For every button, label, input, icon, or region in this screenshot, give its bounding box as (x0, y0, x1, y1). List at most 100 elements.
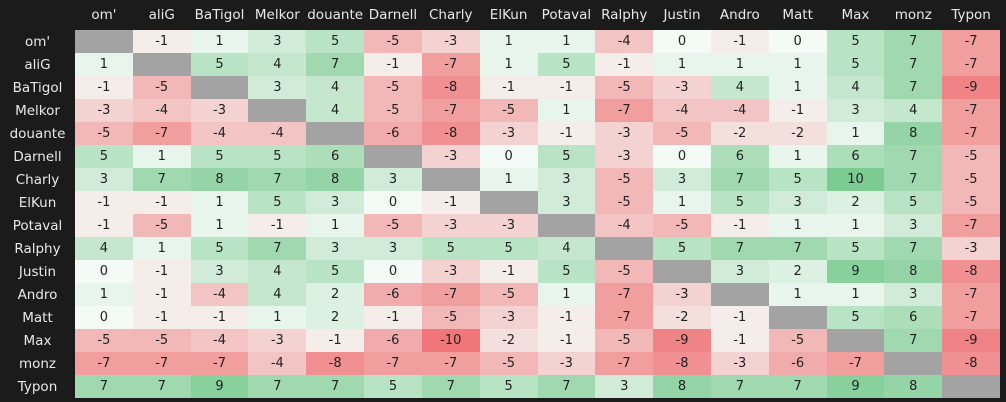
cell: 5 (537, 145, 596, 168)
cell: 5 (710, 191, 769, 214)
cell: -7 (421, 283, 480, 306)
cell: -1 (710, 329, 769, 352)
cell: 3 (190, 260, 249, 283)
cell: -3 (421, 260, 480, 283)
row-header: Max (23, 332, 52, 349)
cell: -7 (421, 53, 480, 76)
cell: -2 (710, 122, 769, 145)
cell: -1 (132, 306, 191, 329)
cell: 7 (884, 329, 943, 352)
cell: -1 (710, 306, 769, 329)
cell: -6 (768, 352, 827, 375)
cell: 3 (595, 375, 654, 398)
cell: 1 (479, 30, 538, 53)
cell: -1 (537, 76, 596, 99)
cell: -7 (942, 30, 1000, 53)
row-header: Charly (15, 171, 60, 188)
cell: -7 (364, 352, 422, 375)
cell: -4 (653, 99, 711, 122)
cell: -7 (942, 306, 1000, 329)
cell (190, 76, 249, 99)
cell: -5 (595, 329, 654, 352)
cell: -9 (653, 329, 711, 352)
cell: -7 (190, 352, 249, 375)
cell: 3 (364, 168, 422, 191)
cell: -3 (479, 122, 538, 145)
row-header: Ralphy (14, 240, 61, 257)
cell: -5 (595, 168, 654, 191)
cell: -3 (653, 283, 711, 306)
cell: 5 (306, 260, 365, 283)
cell: 1 (653, 53, 711, 76)
cell: 5 (479, 237, 538, 260)
cell: 7 (884, 237, 943, 260)
cell: 0 (653, 30, 711, 53)
cell: 0 (768, 30, 827, 53)
cell: 2 (826, 191, 885, 214)
row-header: Andro (17, 286, 58, 303)
cell: -5 (479, 99, 538, 122)
cell: 5 (190, 237, 249, 260)
column-header: Andro (719, 7, 760, 23)
cell: 3 (248, 76, 307, 99)
cell (421, 168, 480, 191)
cell: -5 (653, 214, 711, 237)
cell: 0 (653, 145, 711, 168)
cell: 0 (75, 260, 133, 283)
cell: -1 (768, 99, 827, 122)
cell: -2 (768, 122, 827, 145)
cell: -5 (479, 283, 538, 306)
cell: -5 (364, 99, 422, 122)
cell: 7 (710, 375, 769, 398)
column-header: ElKun (489, 7, 528, 23)
cell: 1 (537, 99, 596, 122)
cell: 7 (884, 30, 943, 53)
cell: 5 (248, 191, 307, 214)
cell: -1 (537, 306, 596, 329)
cell: 6 (306, 145, 365, 168)
cell: -3 (479, 214, 538, 237)
cell: 7 (884, 76, 943, 99)
cell: 7 (132, 375, 191, 398)
cell: 7 (768, 237, 827, 260)
cell: -1 (190, 306, 249, 329)
cell: 3 (710, 260, 769, 283)
cell: 7 (884, 145, 943, 168)
cell: -5 (595, 76, 654, 99)
cell: 5 (768, 168, 827, 191)
column-header: Melkor (254, 7, 300, 23)
cell: -10 (421, 329, 480, 352)
cell: -9 (942, 76, 1000, 99)
cell: 7 (884, 53, 943, 76)
cell: -6 (364, 122, 422, 145)
cell (479, 191, 538, 214)
cell: 8 (884, 122, 943, 145)
cell: 1 (190, 191, 249, 214)
cell (132, 53, 191, 76)
cell: -3 (653, 76, 711, 99)
cell: -4 (132, 99, 191, 122)
cell: 1 (768, 214, 827, 237)
cell: 8 (884, 260, 943, 283)
cell: 1 (132, 237, 191, 260)
cell: -4 (190, 283, 249, 306)
cell: 3 (884, 214, 943, 237)
cell: 4 (306, 99, 365, 122)
cell: 1 (479, 53, 538, 76)
cell: -1 (132, 260, 191, 283)
cell: -5 (132, 214, 191, 237)
row-header: ElKun (18, 194, 57, 211)
row-header: Darnell (13, 148, 62, 165)
cell: -4 (190, 122, 249, 145)
cell: 1 (826, 214, 885, 237)
cell (75, 30, 133, 53)
cell: 5 (306, 30, 365, 53)
cell: 1 (537, 283, 596, 306)
cell: 8 (306, 168, 365, 191)
cell: -1 (421, 191, 480, 214)
cell: -5 (942, 145, 1000, 168)
cell: -5 (595, 191, 654, 214)
cell: 5 (653, 237, 711, 260)
cell (826, 329, 885, 352)
